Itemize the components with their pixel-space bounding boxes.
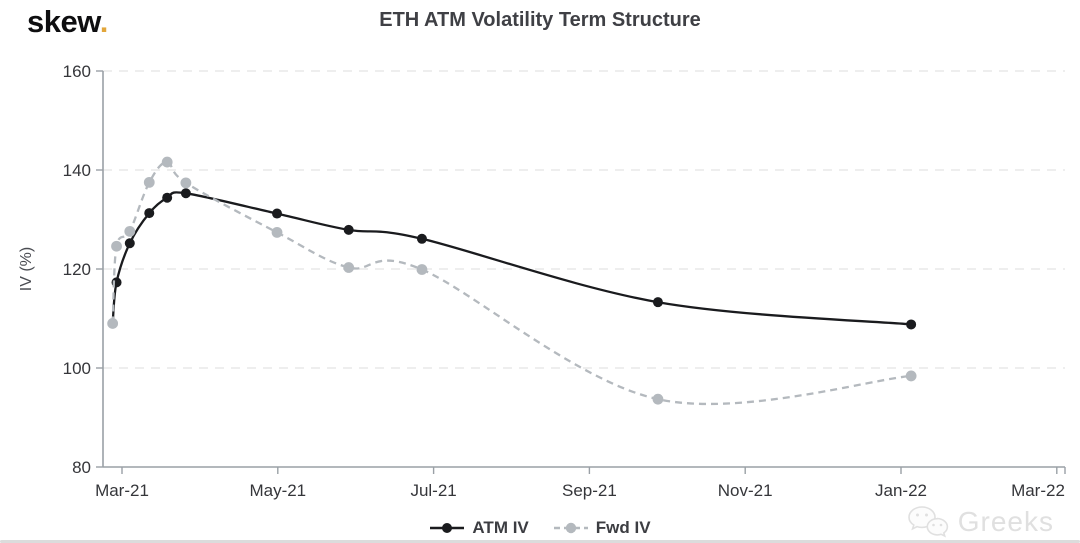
skew-logo-text: skew [27,4,100,39]
fwd-iv-point-5 [180,177,192,189]
atm-iv-point-9 [652,297,663,308]
x-tick-label-Mar-21: Mar-21 [95,481,149,500]
legend-item-atm-iv[interactable]: ATM IV [429,518,529,538]
atm-iv-point-3 [144,208,155,219]
watermark-text: Greeks [957,506,1054,537]
x-tick-label-Mar-22: Mar-22 [1011,481,1065,500]
fwd-iv-point-4 [161,156,173,168]
legend-label-atm-iv: ATM IV [472,518,529,537]
fwd-iv-point-1 [111,240,122,252]
bottom-divider [0,540,1080,543]
x-tick-label-Nov-21: Nov-21 [718,481,773,500]
x-tick-label-Jul-21: Jul-21 [410,481,456,500]
fwd-iv-point-6 [271,226,283,238]
atm-iv-point-4 [162,192,173,203]
atm-iv-point-5 [180,188,191,199]
y-tick-label-140: 140 [63,161,91,180]
fwd-iv-point-10 [905,370,917,382]
x-tick-label-Sep-21: Sep-21 [562,481,617,500]
axes [96,70,1066,474]
atm-iv-legend-marker-icon [430,523,465,533]
atm-iv-point-7 [343,224,354,235]
y-tick-label-80: 80 [72,458,91,477]
y-tick-label-160: 160 [63,62,91,81]
atm-iv-line [111,191,912,326]
chart-legend: ATM IV Fwd IV [0,518,1080,538]
legend-item-fwd-iv[interactable]: Fwd IV [553,518,651,538]
fwd-iv-point-7 [343,262,355,273]
skew-logo: skew. [27,4,108,40]
gridlines [103,70,1065,369]
legend-label-fwd-iv: Fwd IV [595,518,651,537]
fwd-iv-point-8 [416,264,428,275]
fwd-iv-legend-marker-icon [553,522,588,534]
y-axis-title: IV (%) [18,247,35,291]
fwd-iv-point-0 [107,318,119,329]
y-tick-label-120: 120 [63,260,91,279]
wechat-icon [907,506,948,538]
atm-iv-point-2 [124,238,135,249]
tick-labels: 80 100 120 140 160 Mar-21 May-21 Jul-21 Sep-21 No… [63,62,1065,500]
chart-title: ETH ATM Volatility Term Structure [379,9,701,31]
fwd-iv-point-3 [143,176,155,188]
fwd-iv-point-2 [124,225,136,237]
greeks-watermark: Greeks [906,504,1054,540]
fwd-iv-point-9 [652,393,664,405]
series [107,156,917,406]
y-tick-label-100: 100 [63,359,91,378]
skew-logo-dot: . [99,4,109,39]
x-tick-label-May-21: May-21 [249,481,306,500]
atm-iv-point-6 [272,208,283,219]
x-tick-label-Jan-22: Jan-22 [875,481,927,500]
atm-iv-point-8 [416,233,427,244]
atm-iv-point-10 [906,319,917,330]
